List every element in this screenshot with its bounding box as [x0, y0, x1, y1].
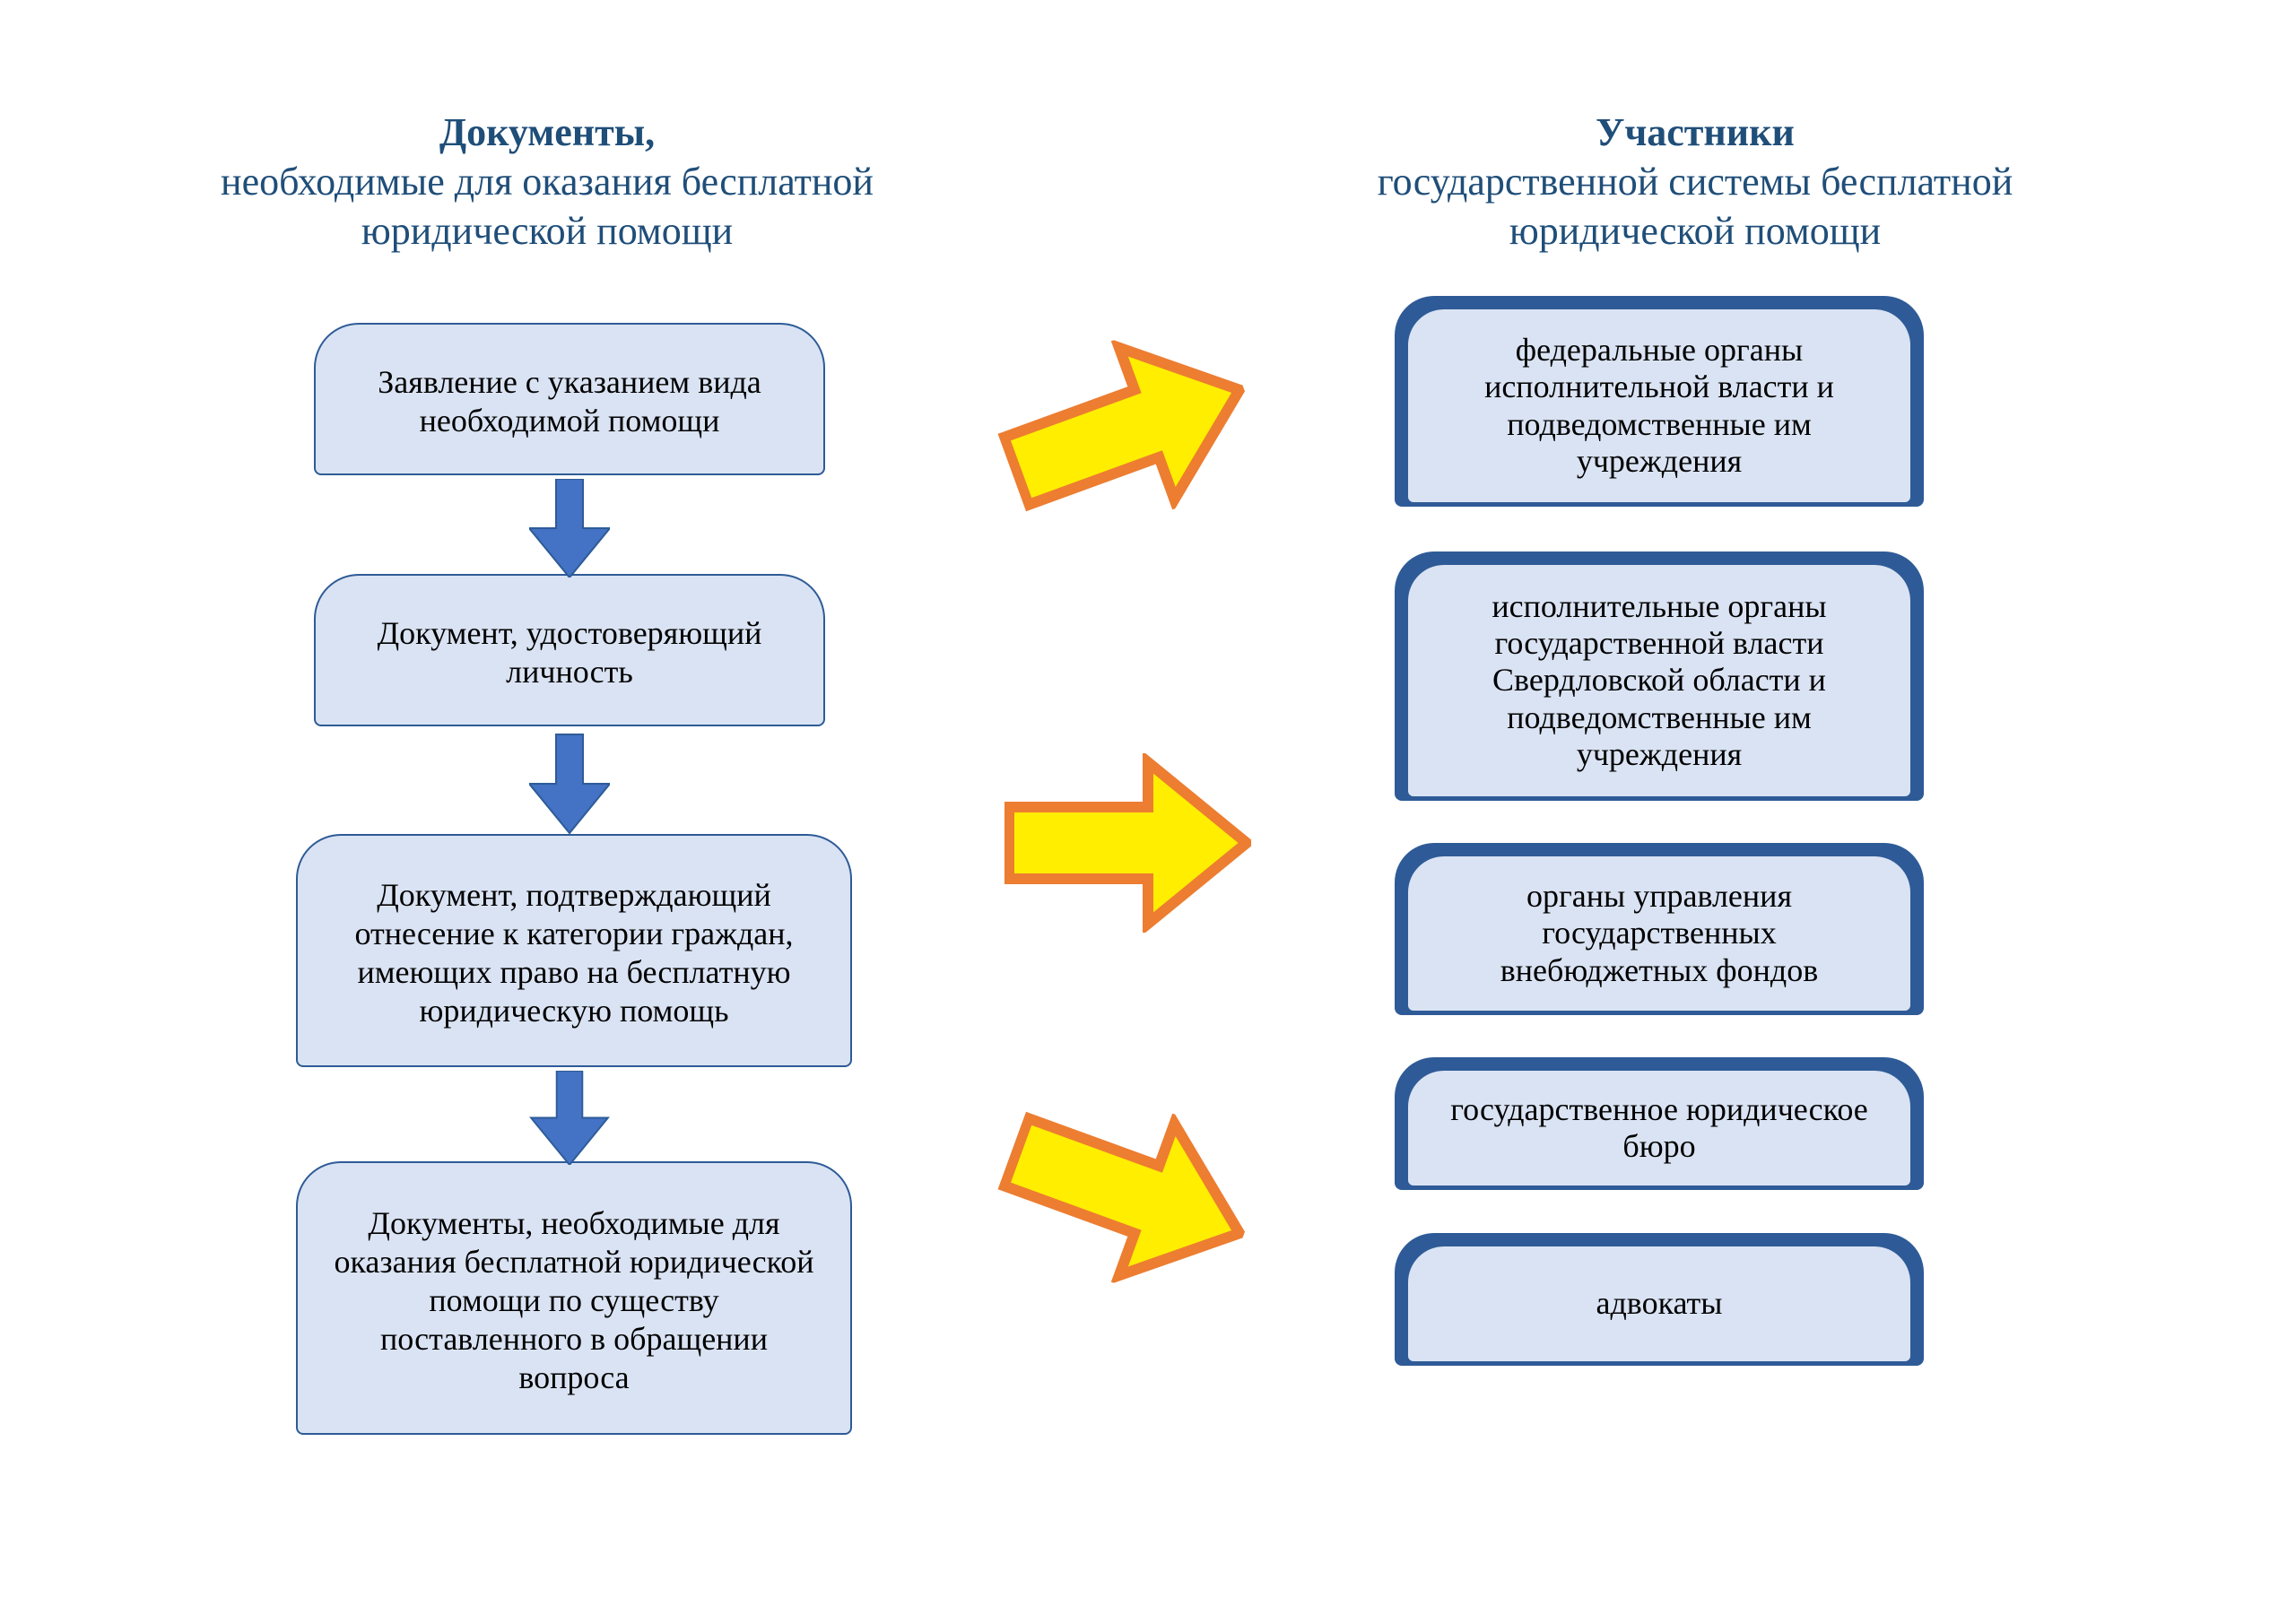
down-arrow-1	[529, 730, 610, 838]
right-box-1: исполнительные органы государственной вл…	[1408, 565, 1910, 796]
big-arrow-0	[981, 304, 1274, 557]
left-heading-line2: юридической помощи	[361, 209, 733, 253]
right-heading: Участники государственной системы беспла…	[1345, 108, 2045, 256]
big-arrow-2	[981, 1066, 1274, 1319]
right-box-4: адвокаты	[1408, 1246, 1910, 1361]
flow-box-3: Документы, необходимые для оказания бесп…	[296, 1161, 852, 1435]
flow-box-1: Документ, удостоверяющий личность	[314, 574, 825, 726]
right-box-3: государственное юридическое бюро	[1408, 1071, 1910, 1185]
big-arrow-1	[1004, 753, 1251, 933]
right-box-0: федеральные органы исполнительной власти…	[1408, 309, 1910, 502]
left-heading-bold: Документы,	[439, 110, 655, 154]
right-heading-line2: юридической помощи	[1509, 209, 1881, 253]
right-heading-bold: Участники	[1596, 110, 1795, 154]
left-heading-line1: необходимые для оказания бесплатной	[221, 160, 874, 204]
right-column: Участники государственной системы беспла…	[1345, 108, 2045, 256]
flow-box-2: Документ, подтверждающий отнесение к кат…	[296, 834, 852, 1067]
left-column: Документы, необходимые для оказания бесп…	[197, 108, 897, 256]
right-box-2: органы управления государственных внебюд…	[1408, 856, 1910, 1011]
right-heading-line1: государственной системы бесплатной	[1378, 160, 2013, 204]
flow-box-0: Заявление с указанием вида необходимой п…	[314, 323, 825, 475]
left-heading: Документы, необходимые для оказания бесп…	[197, 108, 897, 256]
down-arrow-0	[529, 479, 610, 578]
down-arrow-2	[529, 1071, 610, 1165]
